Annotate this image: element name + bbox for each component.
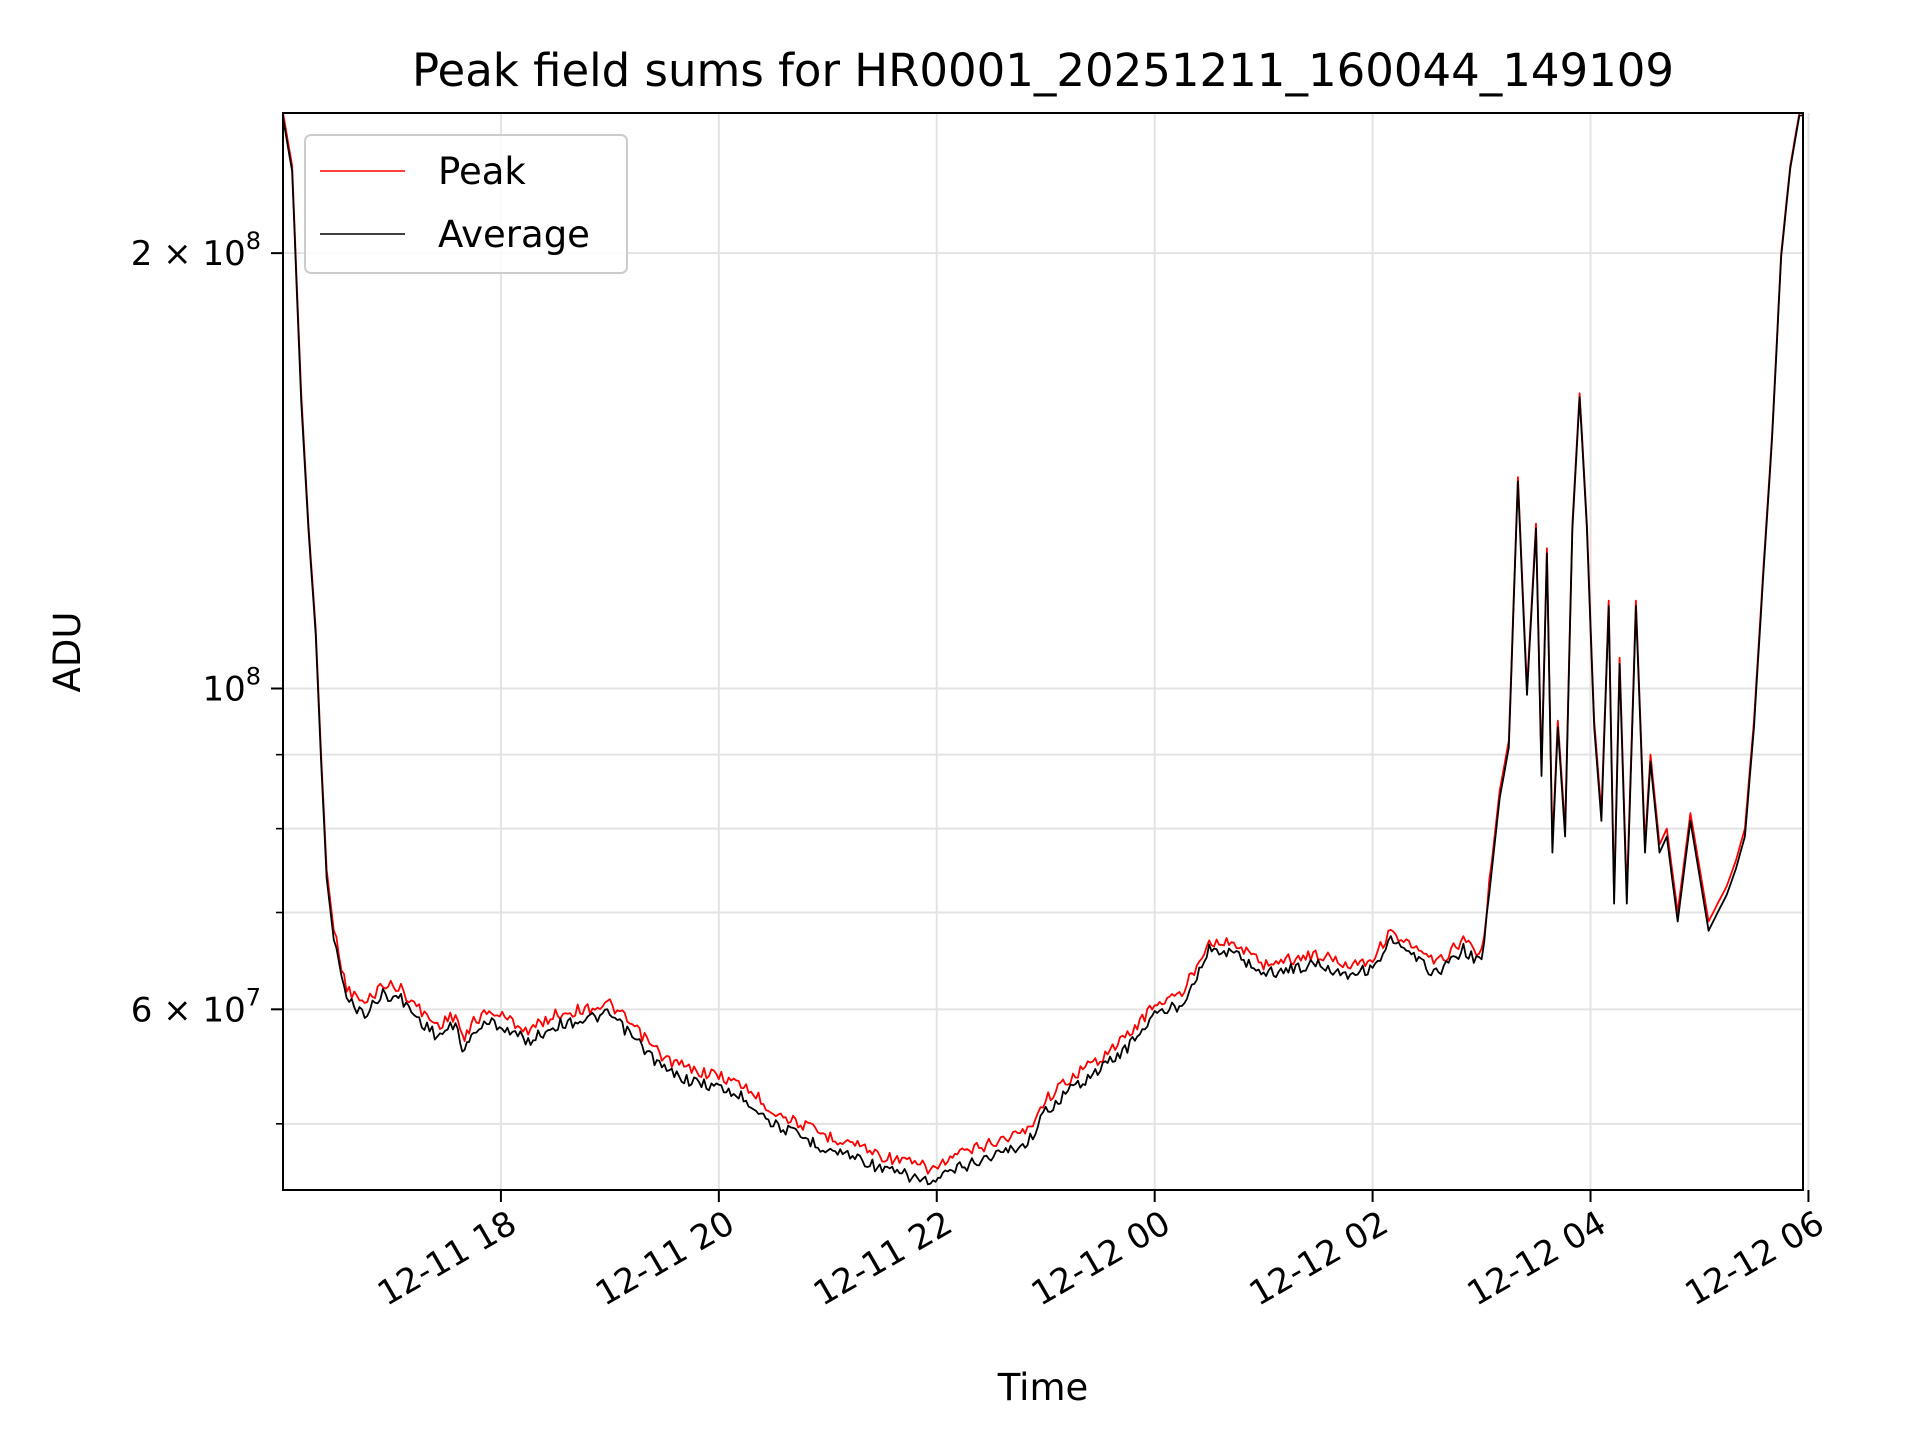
legend: Peak Average	[305, 135, 627, 273]
y-tick-label: 2 × 108	[131, 227, 261, 274]
y-tick-label-base: 2 × 10	[131, 234, 246, 274]
y-tick-label-exponent: 7	[246, 983, 261, 1011]
legend-label-peak: Peak	[438, 150, 526, 193]
y-tick-label-base: 10	[202, 669, 245, 709]
y-tick-label: 6 × 107	[131, 983, 261, 1030]
y-axis-label: ADU	[46, 612, 89, 693]
legend-label-average: Average	[438, 213, 590, 256]
y-tick-label-exponent: 8	[246, 227, 261, 255]
y-tick-label-base: 6 × 10	[131, 990, 246, 1030]
y-tick-label-exponent: 8	[246, 662, 261, 690]
chart-title: Peak field sums for HR0001_20251211_1600…	[412, 44, 1674, 97]
x-axis-label: Time	[997, 1366, 1089, 1409]
